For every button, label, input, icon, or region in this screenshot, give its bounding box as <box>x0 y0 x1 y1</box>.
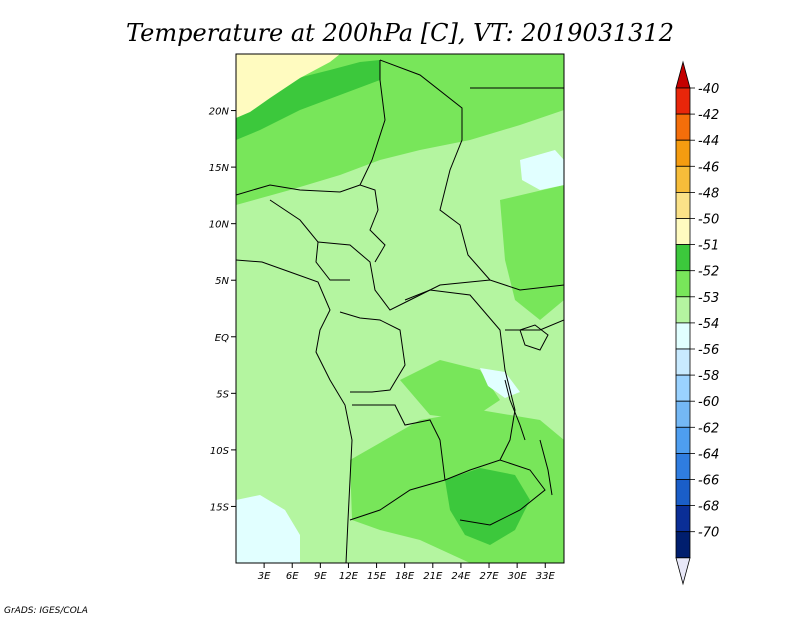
x-tick-label: 33E <box>536 571 556 582</box>
border-tanzania <box>505 319 564 331</box>
colorbar-label: -66 <box>698 474 719 489</box>
colorbar-label: -51 <box>698 239 719 254</box>
field-patch-southwest-54 <box>236 495 300 563</box>
colorbar-label: -48 <box>698 186 719 201</box>
colorbar-swatch <box>675 426 691 454</box>
y-tick-label: EQ <box>215 333 229 344</box>
colorbar-swatch <box>675 479 691 507</box>
coastline-west <box>236 259 353 563</box>
colorbar-label: -58 <box>698 369 719 384</box>
colorbar-swatch <box>675 270 691 298</box>
y-tick-label: 10S <box>210 446 230 457</box>
map-field <box>236 54 564 563</box>
x-tick-label: 9E <box>314 571 327 582</box>
colorbar-swatch <box>675 531 691 559</box>
y-tick-label: 10N <box>209 220 230 231</box>
x-tick-label: 3E <box>258 571 271 582</box>
colorbar-swatch <box>675 296 691 324</box>
colorbar-swatch <box>675 348 691 376</box>
colorbar-swatch <box>675 165 691 193</box>
x-tick-label: 27E <box>480 571 500 582</box>
x-tick-label: 6E <box>286 571 299 582</box>
border-angola <box>349 404 446 521</box>
border-congo <box>339 311 406 393</box>
colorbar-bottom-arrow <box>675 557 691 586</box>
colorbar-swatch <box>675 218 691 246</box>
y-axis: 20N 15N 10N 5N EQ 5S 10S 15S <box>209 107 236 513</box>
x-tick-label: 12E <box>339 571 359 582</box>
colorbar-swatch <box>675 244 691 272</box>
colorbar-label: -64 <box>698 447 719 462</box>
colorbar-label: -62 <box>698 421 719 436</box>
border-libya-egypt <box>359 60 386 263</box>
colorbar-swatch <box>675 87 691 115</box>
map-frame <box>235 53 565 564</box>
field-band-north-52 <box>236 60 380 140</box>
colorbar-label: -46 <box>698 160 719 175</box>
border-sudan <box>379 59 491 281</box>
chart-title: Temperature at 200hPa [C], VT: 201903131… <box>126 19 674 47</box>
x-axis: 3E 6E 9E 12E 15E 18E 21E 24E 27E 30E 33E <box>258 563 556 582</box>
field-patch-southeast-52 <box>445 468 530 545</box>
colorbar-label: -60 <box>698 395 719 410</box>
colorbar-label: -42 <box>698 108 719 123</box>
field-patch-north-54 <box>520 150 564 190</box>
colorbar-swatch <box>675 191 691 219</box>
lake-victoria <box>519 324 549 351</box>
x-tick-label: 30E <box>508 571 528 582</box>
border-nigeria-cameroon <box>269 199 350 281</box>
border-drc-east <box>404 289 516 461</box>
colorbar-label: -53 <box>698 291 719 306</box>
colorbar-swatch <box>675 374 691 402</box>
colorbar-label: -44 <box>698 134 719 149</box>
x-tick-label: 15E <box>367 571 387 582</box>
colorbar-swatch <box>675 322 691 350</box>
colorbar-swatch <box>675 505 691 533</box>
field-band-north-50 <box>236 54 340 118</box>
y-tick-label: 20N <box>209 107 230 118</box>
x-tick-label: 21E <box>423 571 443 582</box>
border-zambia <box>444 459 546 526</box>
y-tick-label: 15N <box>209 163 230 174</box>
x-tick-label: 18E <box>395 571 415 582</box>
colorbar-swatch <box>675 139 691 167</box>
y-tick-label: 5S <box>216 389 229 400</box>
y-tick-label: 15S <box>210 502 230 513</box>
colorbar-top-arrow <box>675 60 691 89</box>
colorbar-swatch <box>675 400 691 428</box>
colorbar-label: -68 <box>698 500 719 515</box>
border-niger-nigeria <box>236 184 361 196</box>
colorbar-label: -56 <box>698 343 719 358</box>
colorbar-label: -40 <box>698 82 719 97</box>
colorbar-label: -52 <box>698 265 719 280</box>
colorbar: -40 -42 -44 -46 -48 -50 -51 -52 -53 -54 -56 -58 -60 -… <box>675 60 719 586</box>
border-chad-car <box>317 241 564 311</box>
field-patch-center-53 <box>400 360 500 420</box>
x-tick-label: 24E <box>451 571 471 582</box>
field-patch-east-53 <box>500 185 564 320</box>
colorbar-label: -54 <box>698 317 719 332</box>
colorbar-label: -70 <box>698 526 719 541</box>
colorbar-swatch <box>675 113 691 141</box>
lake-tanganyika <box>504 379 526 441</box>
country-borders <box>236 59 564 563</box>
colorbar-swatch <box>675 452 691 480</box>
credit-label: GrADS: IGES/COLA <box>4 606 88 616</box>
colorbar-label: -50 <box>698 213 719 228</box>
y-tick-label: 5N <box>215 276 229 287</box>
lake-malawi <box>539 439 553 496</box>
